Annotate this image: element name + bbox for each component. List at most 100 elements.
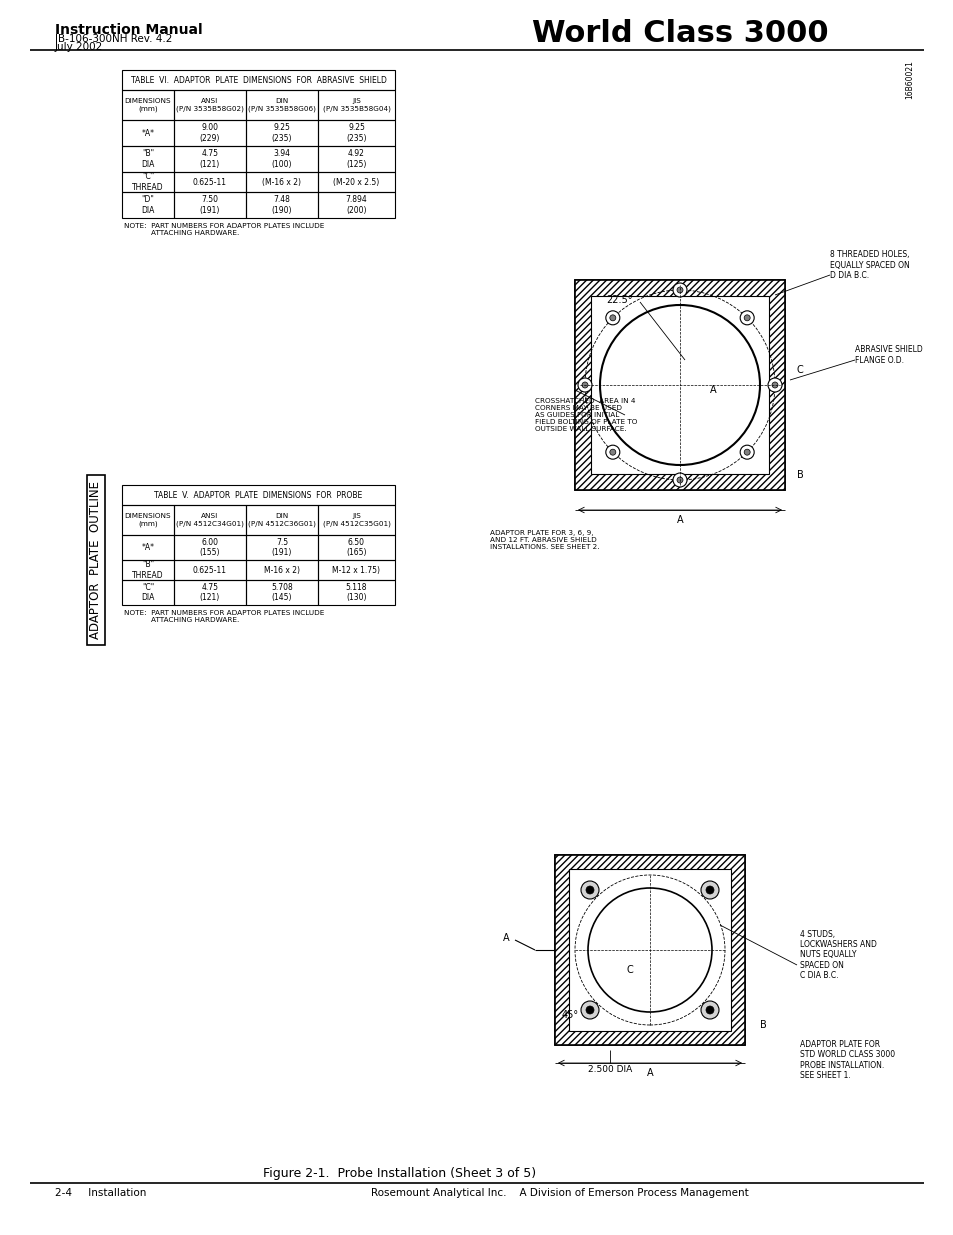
Bar (173, 191, 246, 219)
Text: 7.5
(191): 7.5 (191) (272, 537, 292, 557)
Text: 9.25
(235): 9.25 (235) (272, 124, 292, 143)
Circle shape (743, 315, 749, 321)
Bar (317, 505, 395, 535)
Bar (317, 580, 395, 605)
Circle shape (605, 445, 619, 459)
Text: 6.00
(155): 6.00 (155) (199, 537, 220, 557)
Text: 7.48
(190): 7.48 (190) (272, 195, 292, 215)
Bar (575, 280, 784, 490)
Circle shape (677, 287, 682, 293)
Text: 4.92
(125): 4.92 (125) (346, 149, 366, 169)
Text: "C"
DIA: "C" DIA (141, 583, 154, 603)
Text: 7.50
(191): 7.50 (191) (199, 195, 220, 215)
Text: Rosemount Analytical Inc.    A Division of Emerson Process Management: Rosemount Analytical Inc. A Division of … (371, 1188, 748, 1198)
Text: A: A (503, 932, 510, 944)
Text: 4.75
(121): 4.75 (121) (200, 149, 220, 169)
Text: July 2002: July 2002 (55, 42, 103, 52)
Text: 5.708
(145): 5.708 (145) (271, 583, 293, 603)
Circle shape (740, 445, 754, 459)
Bar (317, 191, 395, 219)
Text: (M-20 x 2.5): (M-20 x 2.5) (333, 178, 379, 186)
Circle shape (605, 311, 619, 325)
Bar (555, 855, 744, 1045)
Text: ANSI
(P/N 3535B58G02): ANSI (P/N 3535B58G02) (176, 99, 244, 111)
Bar (246, 580, 317, 605)
Text: *A*: *A* (141, 543, 154, 552)
Bar (317, 120, 395, 146)
Text: 45°: 45° (561, 1010, 578, 1020)
Bar (122, 146, 173, 172)
Text: 9.25
(235): 9.25 (235) (346, 124, 366, 143)
Bar (122, 505, 173, 535)
Bar (555, 855, 744, 1045)
Text: (M-16 x 2): (M-16 x 2) (262, 178, 301, 186)
Text: 3.94
(100): 3.94 (100) (272, 149, 292, 169)
Bar (173, 580, 246, 605)
Text: JIS
(P/N 3535B58G04): JIS (P/N 3535B58G04) (322, 99, 390, 111)
Text: ABRASIVE SHIELD
FLANGE O.D.: ABRASIVE SHIELD FLANGE O.D. (854, 346, 922, 364)
Circle shape (580, 881, 598, 899)
Bar (173, 535, 246, 559)
Circle shape (609, 450, 616, 456)
Text: "C"
THREAD: "C" THREAD (132, 173, 164, 191)
Bar (122, 172, 173, 191)
Text: "D"
DIA: "D" DIA (141, 195, 154, 215)
Text: DIN
(P/N 4512C36G01): DIN (P/N 4512C36G01) (248, 514, 315, 527)
Bar (173, 146, 246, 172)
Circle shape (705, 885, 713, 894)
Circle shape (609, 315, 616, 321)
Circle shape (677, 477, 682, 483)
Text: C: C (626, 965, 633, 974)
Text: B: B (760, 1020, 766, 1030)
Text: M-16 x 2): M-16 x 2) (264, 566, 299, 574)
Circle shape (700, 881, 719, 899)
Text: Figure 2-1.  Probe Installation (Sheet 3 of 5): Figure 2-1. Probe Installation (Sheet 3 … (263, 1167, 536, 1179)
Text: ADAPTOR PLATE FOR
STD WORLD CLASS 3000
PROBE INSTALLATION.
SEE SHEET 1.: ADAPTOR PLATE FOR STD WORLD CLASS 3000 P… (800, 1040, 894, 1081)
Bar (246, 191, 317, 219)
Circle shape (581, 382, 587, 388)
Text: 7.894
(200): 7.894 (200) (345, 195, 367, 215)
Bar (317, 535, 395, 559)
Circle shape (599, 305, 760, 466)
Text: 2.500 DIA: 2.500 DIA (587, 1066, 632, 1074)
Bar (173, 172, 246, 191)
Bar (122, 580, 173, 605)
Circle shape (771, 382, 778, 388)
Text: TABLE  V.  ADAPTOR  PLATE  DIMENSIONS  FOR  PROBE: TABLE V. ADAPTOR PLATE DIMENSIONS FOR PR… (154, 490, 362, 499)
Bar (122, 191, 173, 219)
Text: 5.118
(130): 5.118 (130) (345, 583, 367, 603)
Bar (122, 485, 395, 505)
Text: 16B60021: 16B60021 (904, 61, 913, 100)
Text: NOTE:  PART NUMBERS FOR ADAPTOR PLATES INCLUDE
            ATTACHING HARDWARE.: NOTE: PART NUMBERS FOR ADAPTOR PLATES IN… (124, 610, 324, 622)
Bar (87, 475, 105, 645)
Text: JIS
(P/N 4512C35G01): JIS (P/N 4512C35G01) (322, 514, 390, 527)
Text: CROSSHATCHED  AREA IN 4
CORNERS MAY BE USED
AS GUIDES FOR INITIAL
FIELD BOLTING : CROSSHATCHED AREA IN 4 CORNERS MAY BE US… (535, 398, 637, 432)
Circle shape (578, 378, 592, 391)
Bar (246, 172, 317, 191)
Bar (246, 505, 317, 535)
Bar (122, 535, 173, 559)
Circle shape (767, 378, 781, 391)
Text: Instruction Manual: Instruction Manual (55, 23, 202, 37)
Bar (173, 505, 246, 535)
Bar (246, 559, 317, 580)
Text: A: A (709, 385, 716, 395)
Bar (246, 120, 317, 146)
Bar (173, 559, 246, 580)
Circle shape (587, 888, 711, 1011)
Text: A: A (676, 515, 682, 525)
Text: 2-4     Installation: 2-4 Installation (55, 1188, 146, 1198)
Circle shape (740, 311, 754, 325)
Text: DIMENSIONS
(mm): DIMENSIONS (mm) (125, 99, 172, 111)
Bar (246, 146, 317, 172)
Text: NOTE:  PART NUMBERS FOR ADAPTOR PLATES INCLUDE
            ATTACHING HARDWARE.: NOTE: PART NUMBERS FOR ADAPTOR PLATES IN… (124, 224, 324, 236)
Circle shape (580, 1002, 598, 1019)
Text: 4 STUDS,
LOCKWASHERS AND
NUTS EQUALLY
SPACED ON
C DIA B.C.: 4 STUDS, LOCKWASHERS AND NUTS EQUALLY SP… (800, 930, 876, 981)
Bar (122, 120, 173, 146)
Text: IB-106-300NH Rev. 4.2: IB-106-300NH Rev. 4.2 (55, 35, 172, 44)
Bar (317, 146, 395, 172)
Text: ADAPTOR PLATE FOR 3, 6, 9,
AND 12 FT. ABRASIVE SHIELD
INSTALLATIONS. SEE SHEET 2: ADAPTOR PLATE FOR 3, 6, 9, AND 12 FT. AB… (490, 530, 598, 550)
Circle shape (700, 1002, 719, 1019)
Text: ANSI
(P/N 4512C34G01): ANSI (P/N 4512C34G01) (176, 514, 244, 527)
Text: TABLE  VI.  ADAPTOR  PLATE  DIMENSIONS  FOR  ABRASIVE  SHIELD: TABLE VI. ADAPTOR PLATE DIMENSIONS FOR A… (131, 75, 386, 84)
